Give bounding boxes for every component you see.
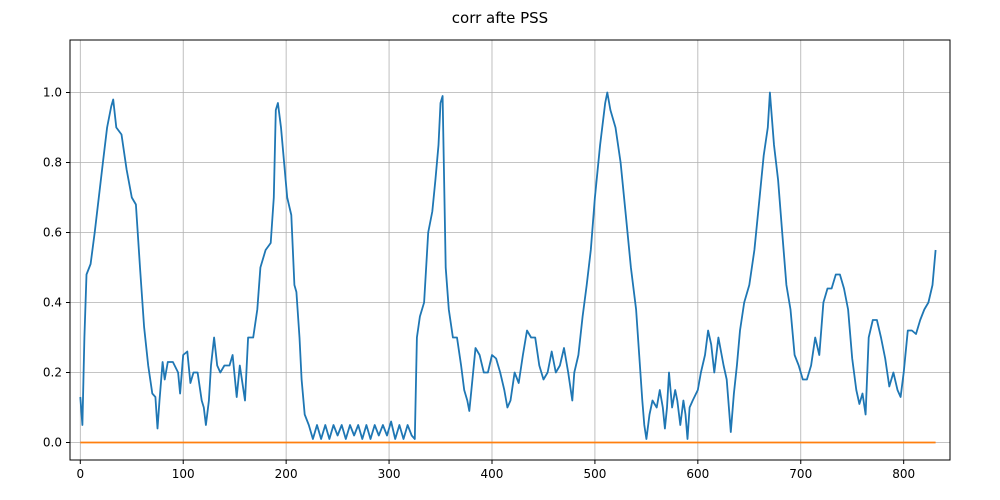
y-tick-label: 0.6 xyxy=(43,226,62,240)
x-tick-label: 700 xyxy=(789,467,812,481)
y-tick-label: 0.4 xyxy=(43,296,62,310)
x-tick-label: 300 xyxy=(378,467,401,481)
chart-title: corr afte PSS xyxy=(452,9,548,27)
y-axis: 0.0 0.2 0.4 0.6 0.8 1.0 xyxy=(43,86,70,450)
x-tick-label: 600 xyxy=(686,467,709,481)
x-tick-label: 200 xyxy=(275,467,298,481)
y-tick-label: 0.0 xyxy=(43,436,62,450)
plot-area-frame xyxy=(69,39,951,461)
x-tick-label: 400 xyxy=(481,467,504,481)
x-tick-label: 800 xyxy=(892,467,915,481)
x-tick-label: 0 xyxy=(76,467,84,481)
y-tick-label: 0.8 xyxy=(43,156,62,170)
series-line-1 xyxy=(79,91,937,440)
y-tick-label: 0.2 xyxy=(43,366,62,380)
y-tick-label: 1.0 xyxy=(43,86,62,100)
x-tick-label: 100 xyxy=(172,467,195,481)
series-layer xyxy=(79,91,937,444)
x-axis: 0 100 200 300 400 500 600 700 800 xyxy=(76,460,915,481)
x-tick-label: 500 xyxy=(583,467,606,481)
